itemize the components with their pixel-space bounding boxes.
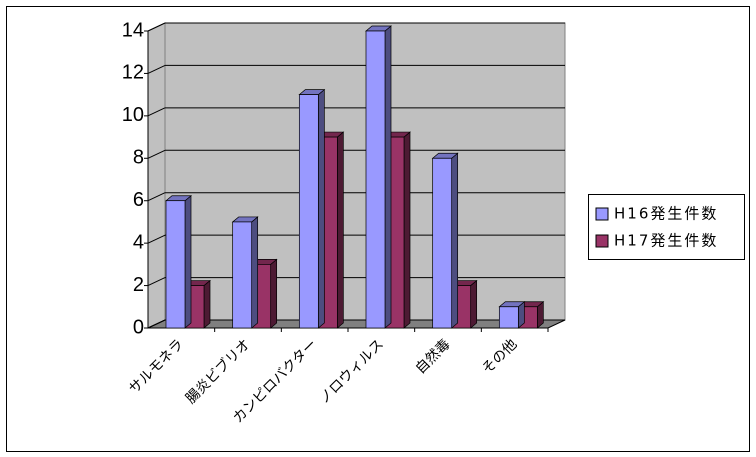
legend-label: H16発生件数 [614, 205, 718, 223]
bar [432, 157, 453, 329]
legend-swatch [595, 234, 609, 248]
y-tick-label: 10 [122, 104, 144, 126]
grid-line [147, 192, 166, 202]
y-tick-label: 8 [133, 147, 144, 169]
bar-side [270, 258, 278, 329]
back-wall [164, 22, 566, 321]
grid-line [147, 107, 166, 117]
y-tick-label: 14 [122, 19, 144, 41]
bar [298, 94, 319, 329]
bar-side [403, 131, 411, 329]
bar-side [317, 88, 325, 329]
legend-swatch [595, 207, 609, 221]
grid-line [147, 64, 166, 74]
bar-side [384, 25, 392, 329]
bar-side [203, 279, 211, 329]
bar [498, 306, 519, 329]
y-tick-label: 2 [133, 274, 144, 296]
bar-side [336, 131, 344, 329]
grid-line [147, 277, 166, 287]
bar-side [451, 152, 459, 329]
legend-box [588, 194, 745, 260]
grid-line [147, 149, 166, 159]
bar [232, 221, 253, 329]
y-tick-label: 12 [122, 62, 144, 84]
y-tick-label: 4 [133, 231, 144, 253]
side-wall [147, 22, 166, 329]
y-tick-label: 6 [133, 189, 144, 211]
grid-line [147, 234, 166, 244]
bar-side [251, 216, 259, 329]
bar [165, 200, 186, 329]
grid-line [147, 22, 166, 32]
legend-label: H17発生件数 [614, 232, 718, 250]
bar-side [184, 194, 192, 329]
bar [365, 30, 386, 329]
bar-side [470, 279, 478, 329]
y-tick-label: 0 [133, 316, 144, 338]
grid-line [147, 319, 166, 329]
